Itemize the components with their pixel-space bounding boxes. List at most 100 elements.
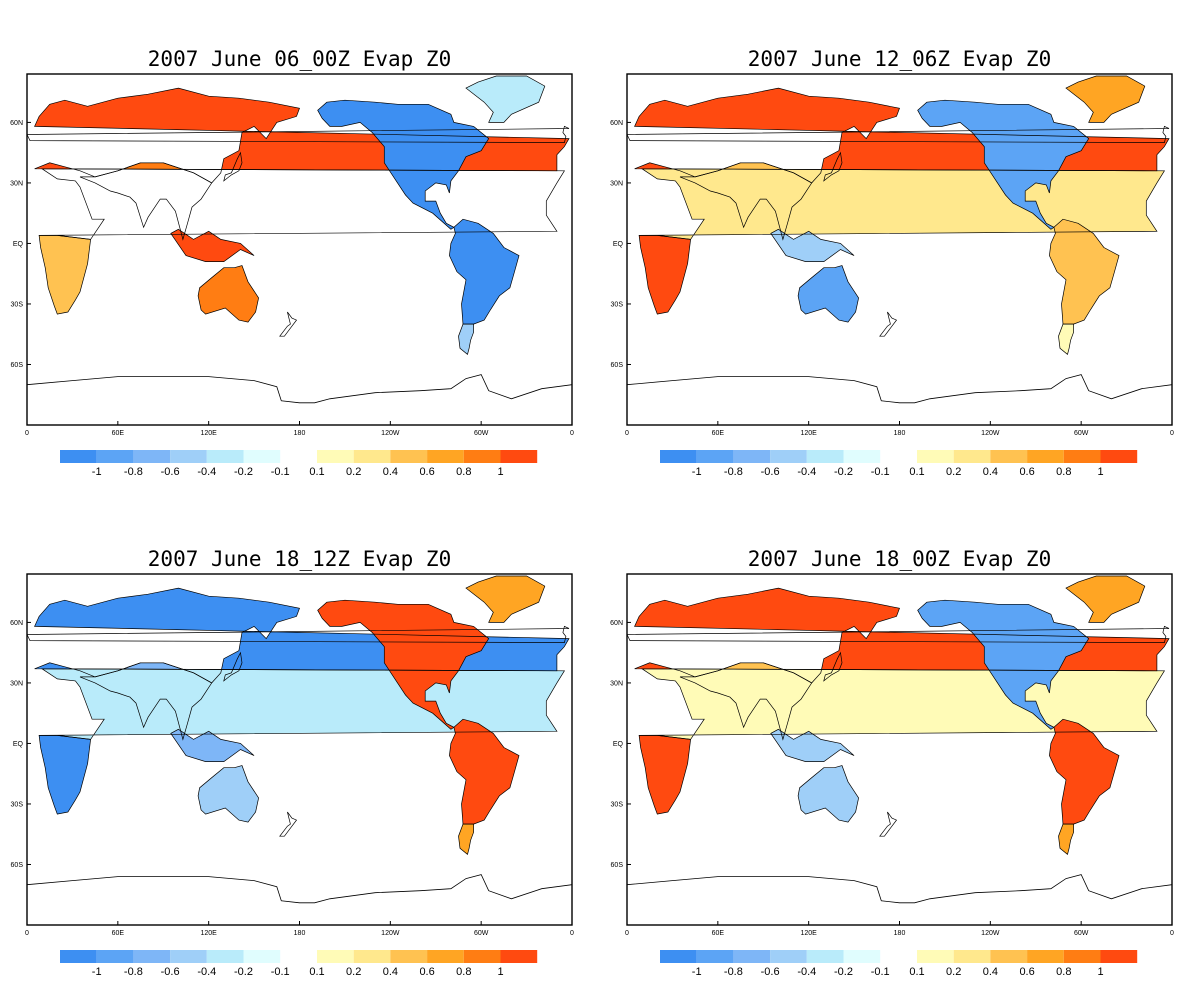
field-region-africa_north (639, 168, 1165, 240)
y-tick-label: 60S (611, 862, 624, 869)
colorbar-swatch-positive (463, 950, 501, 963)
map-panel-2: 2007 June 12_06Z Evap Z0 0 60E 120E 180 120W 6… (610, 47, 1174, 478)
field-region-south_america (1049, 719, 1119, 825)
colorbar-swatch-positive (463, 450, 501, 463)
colorbar-label: -0.8 (124, 466, 143, 478)
colorbar-label: 0.4 (383, 466, 398, 478)
field-region-patagonia (458, 824, 474, 855)
field-region-north_america (317, 100, 489, 230)
colorbar-swatch-positive (353, 450, 391, 463)
coastline-patagonia (1058, 823, 1074, 856)
y-tick-label: 30N (10, 680, 23, 687)
colorbar-label: 0.1 (909, 966, 924, 978)
coastline-japan (223, 151, 243, 182)
field-region-australia (798, 765, 859, 823)
colorbar-label: 1 (497, 966, 503, 978)
coastline-antarctica (627, 874, 1172, 904)
x-tick-label: 180 (294, 430, 306, 437)
colorbar-swatch-positive (500, 450, 538, 463)
colorbar-label: 0.6 (1019, 966, 1034, 978)
colorbar-label: 1 (497, 466, 503, 478)
field-region-greenland (1066, 76, 1145, 123)
x-tick-label: 120W (981, 930, 1000, 937)
coastline-south_asia (79, 662, 213, 741)
colorbar-swatch-negative (733, 950, 771, 963)
colorbar-swatch-negative (843, 450, 881, 463)
map-panel-4: 2007 June 18_00Z Evap Z0 0 60E 120E 180 120W 6… (610, 547, 1174, 978)
field-region-africa_south (639, 235, 691, 315)
map-title: 2007 June 18_12Z Evap Z0 (148, 547, 451, 571)
coastline-africa_south (638, 735, 691, 815)
colorbar-label: -1 (92, 966, 102, 978)
field-region-africa_south (39, 235, 91, 315)
colorbar-swatch-negative (243, 950, 281, 963)
map-title: 2007 June 18_00Z Evap Z0 (748, 547, 1051, 571)
coastline-nz (879, 311, 898, 337)
colorbar-swatch-negative (660, 950, 697, 963)
colorbar-swatch-negative (733, 450, 771, 463)
x-tick-label: 0 (25, 930, 29, 937)
field-region-north_america (317, 600, 489, 730)
colorbar-label: 0.1 (309, 466, 324, 478)
colorbar-swatch-positive (917, 450, 954, 463)
y-tick-label: 60S (11, 362, 24, 369)
x-tick-label: 180 (894, 930, 906, 937)
coastline-south_asia (679, 662, 813, 741)
colorbar-label: -0.2 (234, 966, 253, 978)
colorbar: -1 -0.8 -0.6 -0.4 -0.2 -0.1 0.1 0.2 0.4 0.6 0.8 1 (660, 950, 1138, 978)
coastline-africa_south (638, 235, 691, 315)
land-field (27, 575, 572, 904)
y-tick-label: 30N (10, 180, 23, 187)
field-region-patagonia (458, 324, 474, 355)
colorbar-swatch-negative (843, 950, 881, 963)
coastline-africa_south (38, 235, 91, 315)
coastline-antarctica (27, 374, 572, 404)
field-region-south_america (1049, 219, 1119, 325)
colorbar-swatch-positive (427, 950, 464, 963)
x-tick-label: 60E (112, 930, 125, 937)
colorbar-label: -0.8 (124, 966, 143, 978)
coastline-maritime (770, 228, 855, 262)
land-field (627, 75, 1172, 404)
coastline-japan (823, 651, 843, 682)
colorbar-swatch-positive (500, 950, 538, 963)
colorbar-swatch-negative (96, 950, 134, 963)
colorbar-swatch-negative (660, 450, 697, 463)
field-region-australia (198, 765, 259, 823)
colorbar-label: -0.4 (797, 966, 816, 978)
coastline-north_america (317, 99, 490, 230)
colorbar-swatch-negative (806, 950, 844, 963)
colorbar: -1 -0.8 -0.6 -0.4 -0.2 -0.1 0.1 0.2 0.4 0.6 0.8 1 (60, 450, 538, 478)
coastline-north_america (917, 599, 1090, 730)
colorbar-label: -0.1 (871, 966, 890, 978)
x-tick-label: 0 (25, 430, 29, 437)
coastline-australia (197, 765, 259, 823)
colorbar-label: 0.1 (309, 966, 324, 978)
colorbar: -1 -0.8 -0.6 -0.4 -0.2 -0.1 0.1 0.2 0.4 0.6 0.8 1 (60, 950, 538, 978)
colorbar-label: 0.4 (983, 466, 998, 478)
y-tick-label: 60S (11, 862, 24, 869)
field-region-greenland (466, 76, 545, 123)
y-tick-label: 30S (611, 301, 624, 308)
y-tick-label: EQ (613, 741, 624, 748)
colorbar-swatch-negative (806, 450, 844, 463)
colorbar-label: -0.6 (161, 466, 180, 478)
coastline-greenland (1065, 575, 1146, 623)
coastline-patagonia (458, 823, 474, 856)
x-tick-label: 180 (294, 930, 306, 937)
x-tick-label: 0 (1170, 430, 1174, 437)
map-title: 2007 June 06_00Z Evap Z0 (148, 47, 451, 71)
colorbar-swatch-positive (953, 450, 991, 463)
colorbar-swatch-positive (1027, 450, 1064, 463)
colorbar-label: 0.2 (346, 466, 361, 478)
colorbar-swatch-negative (133, 950, 171, 963)
colorbar-label: 0.2 (946, 966, 961, 978)
field-region-patagonia (1058, 324, 1074, 355)
x-tick-label: 120E (200, 430, 217, 437)
field-region-maritime (770, 729, 855, 762)
colorbar-label: -0.4 (197, 966, 216, 978)
coastline-greenland (1065, 75, 1146, 123)
y-tick-label: 60N (610, 120, 623, 127)
y-tick-label: 30N (610, 680, 623, 687)
colorbar-swatch-negative (696, 950, 734, 963)
